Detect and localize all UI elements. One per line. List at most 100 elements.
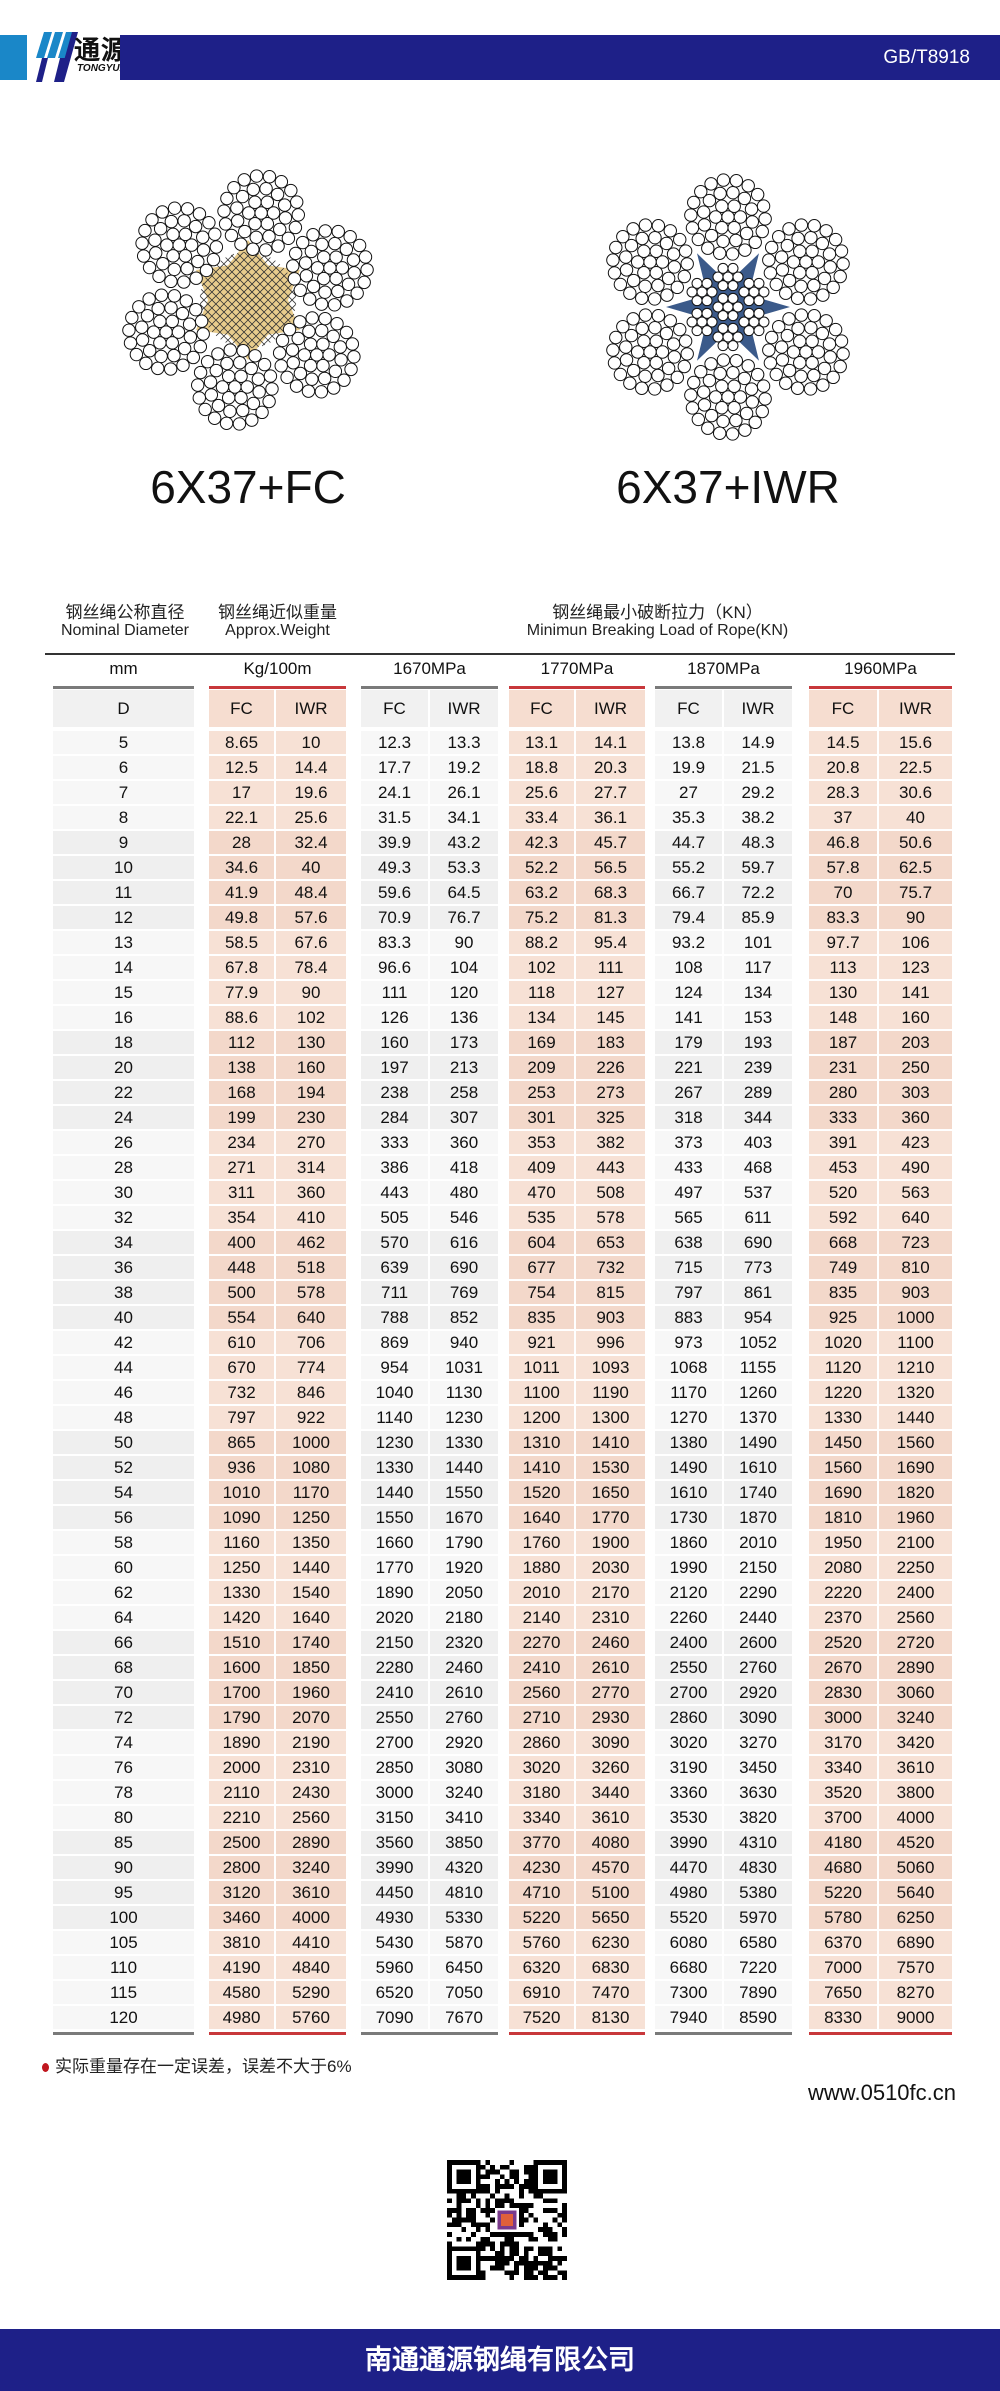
value-cell: 76.7 [430, 906, 498, 929]
value-cell: 3990 [655, 1831, 722, 1854]
value-cell: 3000 [361, 1781, 428, 1804]
value-cell: 2520 [809, 1631, 877, 1654]
value-cell: 8270 [879, 1981, 952, 2004]
value-cell: 2010 [724, 1531, 792, 1554]
qr-module [562, 2208, 567, 2213]
value-cell: 134 [724, 981, 792, 1004]
value-cell: 2890 [879, 1656, 952, 1679]
value-cell: 1560 [809, 1456, 877, 1479]
value-cell: 2280 [361, 1656, 428, 1679]
value-cell: 2370 [809, 1606, 877, 1629]
qr-module [475, 2241, 481, 2247]
value-cell: 62.5 [879, 856, 952, 879]
value-cell: 6230 [576, 1931, 645, 1954]
value-cell: 7470 [576, 1981, 645, 2004]
qr-module [480, 2184, 486, 2189]
value-cell: 2930 [576, 1706, 645, 1729]
value-cell: 5380 [724, 1881, 792, 1904]
value-cell: 41.9 [209, 881, 274, 904]
value-cell: 2700 [655, 1681, 722, 1704]
value-cell: 1660 [361, 1531, 428, 1554]
value-cell: 769 [430, 1281, 498, 1304]
qr-module [480, 2256, 486, 2261]
value-cell: 6520 [361, 1981, 428, 2004]
value-cell: 1000 [276, 1431, 346, 1454]
value-cell: 2310 [576, 1606, 645, 1629]
value-cell: 835 [509, 1306, 574, 1329]
column-subheader: FC [655, 690, 722, 727]
value-cell: 111 [361, 981, 428, 1004]
value-cell: 1730 [655, 1506, 722, 1529]
value-cell: 2600 [724, 1631, 792, 1654]
value-cell: 1190 [576, 1381, 645, 1404]
value-cell: 810 [879, 1256, 952, 1279]
qr-module [547, 2246, 553, 2252]
value-cell: 1130 [430, 1381, 498, 1404]
diameter-cell: 85 [53, 1831, 194, 1854]
value-cell: 3240 [276, 1856, 346, 1879]
qr-module [475, 2203, 481, 2208]
value-cell: 102 [276, 1006, 346, 1029]
qr-module [562, 2212, 567, 2218]
value-cell: 141 [655, 1006, 722, 1029]
value-cell: 2560 [509, 1681, 574, 1704]
value-cell: 27 [655, 781, 722, 804]
value-cell: 183 [576, 1031, 645, 1054]
value-cell: 9000 [879, 2006, 952, 2029]
value-cell: 27.7 [576, 781, 645, 804]
diameter-cell: 32 [53, 1206, 194, 1229]
value-cell: 448 [209, 1256, 274, 1279]
value-cell: 213 [430, 1056, 498, 1079]
outer-strand [272, 311, 361, 399]
qr-module [475, 2198, 481, 2204]
value-cell: 1530 [576, 1456, 645, 1479]
qr-module [490, 2265, 495, 2271]
value-cell: 2410 [509, 1656, 574, 1679]
outer-strand [762, 218, 850, 306]
qr-module [523, 2251, 529, 2256]
value-cell: 52.2 [509, 856, 574, 879]
value-cell: 7220 [724, 1956, 792, 1979]
core-hatch-line [211, 263, 281, 333]
standard-code: GB/T8918 [883, 47, 970, 68]
value-cell: 14.1 [576, 731, 645, 754]
value-cell: 70.9 [361, 906, 428, 929]
qr-module [485, 2184, 491, 2189]
value-cell: 497 [655, 1181, 722, 1204]
qr-module [499, 2203, 505, 2208]
qr-module [499, 2241, 505, 2247]
qr-module [557, 2212, 563, 2218]
qr-module [485, 2169, 491, 2175]
group-header: 1770MPa [540, 659, 614, 678]
load-header-cn: 钢丝绳最小破断拉力（KN） [552, 603, 763, 622]
value-cell: 4570 [576, 1856, 645, 1879]
value-cell: 3700 [809, 1806, 877, 1829]
qr-module [447, 2222, 452, 2228]
value-cell: 14.4 [276, 756, 346, 779]
value-cell: 1440 [361, 1481, 428, 1504]
value-cell: 1950 [809, 1531, 877, 1554]
value-cell: 42.3 [509, 831, 574, 854]
value-cell: 37 [809, 806, 877, 829]
value-cell: 5330 [430, 1906, 498, 1929]
qr-module [480, 2275, 486, 2280]
qr-module [538, 2246, 543, 2252]
qr-module [451, 2217, 457, 2223]
value-cell: 2140 [509, 1606, 574, 1629]
outer-strand [135, 201, 224, 289]
value-cell: 25.6 [509, 781, 574, 804]
outer-strand [762, 308, 850, 396]
value-cell: 2110 [209, 1781, 274, 1804]
core-hatch-line [225, 257, 291, 323]
website-link[interactable]: www.0510fc.cn [808, 2080, 956, 2105]
qr-module [499, 2174, 505, 2180]
diameter-cell: 120 [53, 2006, 194, 2029]
qr-module [480, 2222, 486, 2228]
qr-module [514, 2203, 519, 2208]
qr-module [480, 2236, 486, 2242]
qr-module [528, 2184, 534, 2189]
qr-module [528, 2179, 534, 2184]
value-cell: 2320 [430, 1631, 498, 1654]
value-cell: 592 [809, 1206, 877, 1229]
qr-module [519, 2256, 524, 2261]
